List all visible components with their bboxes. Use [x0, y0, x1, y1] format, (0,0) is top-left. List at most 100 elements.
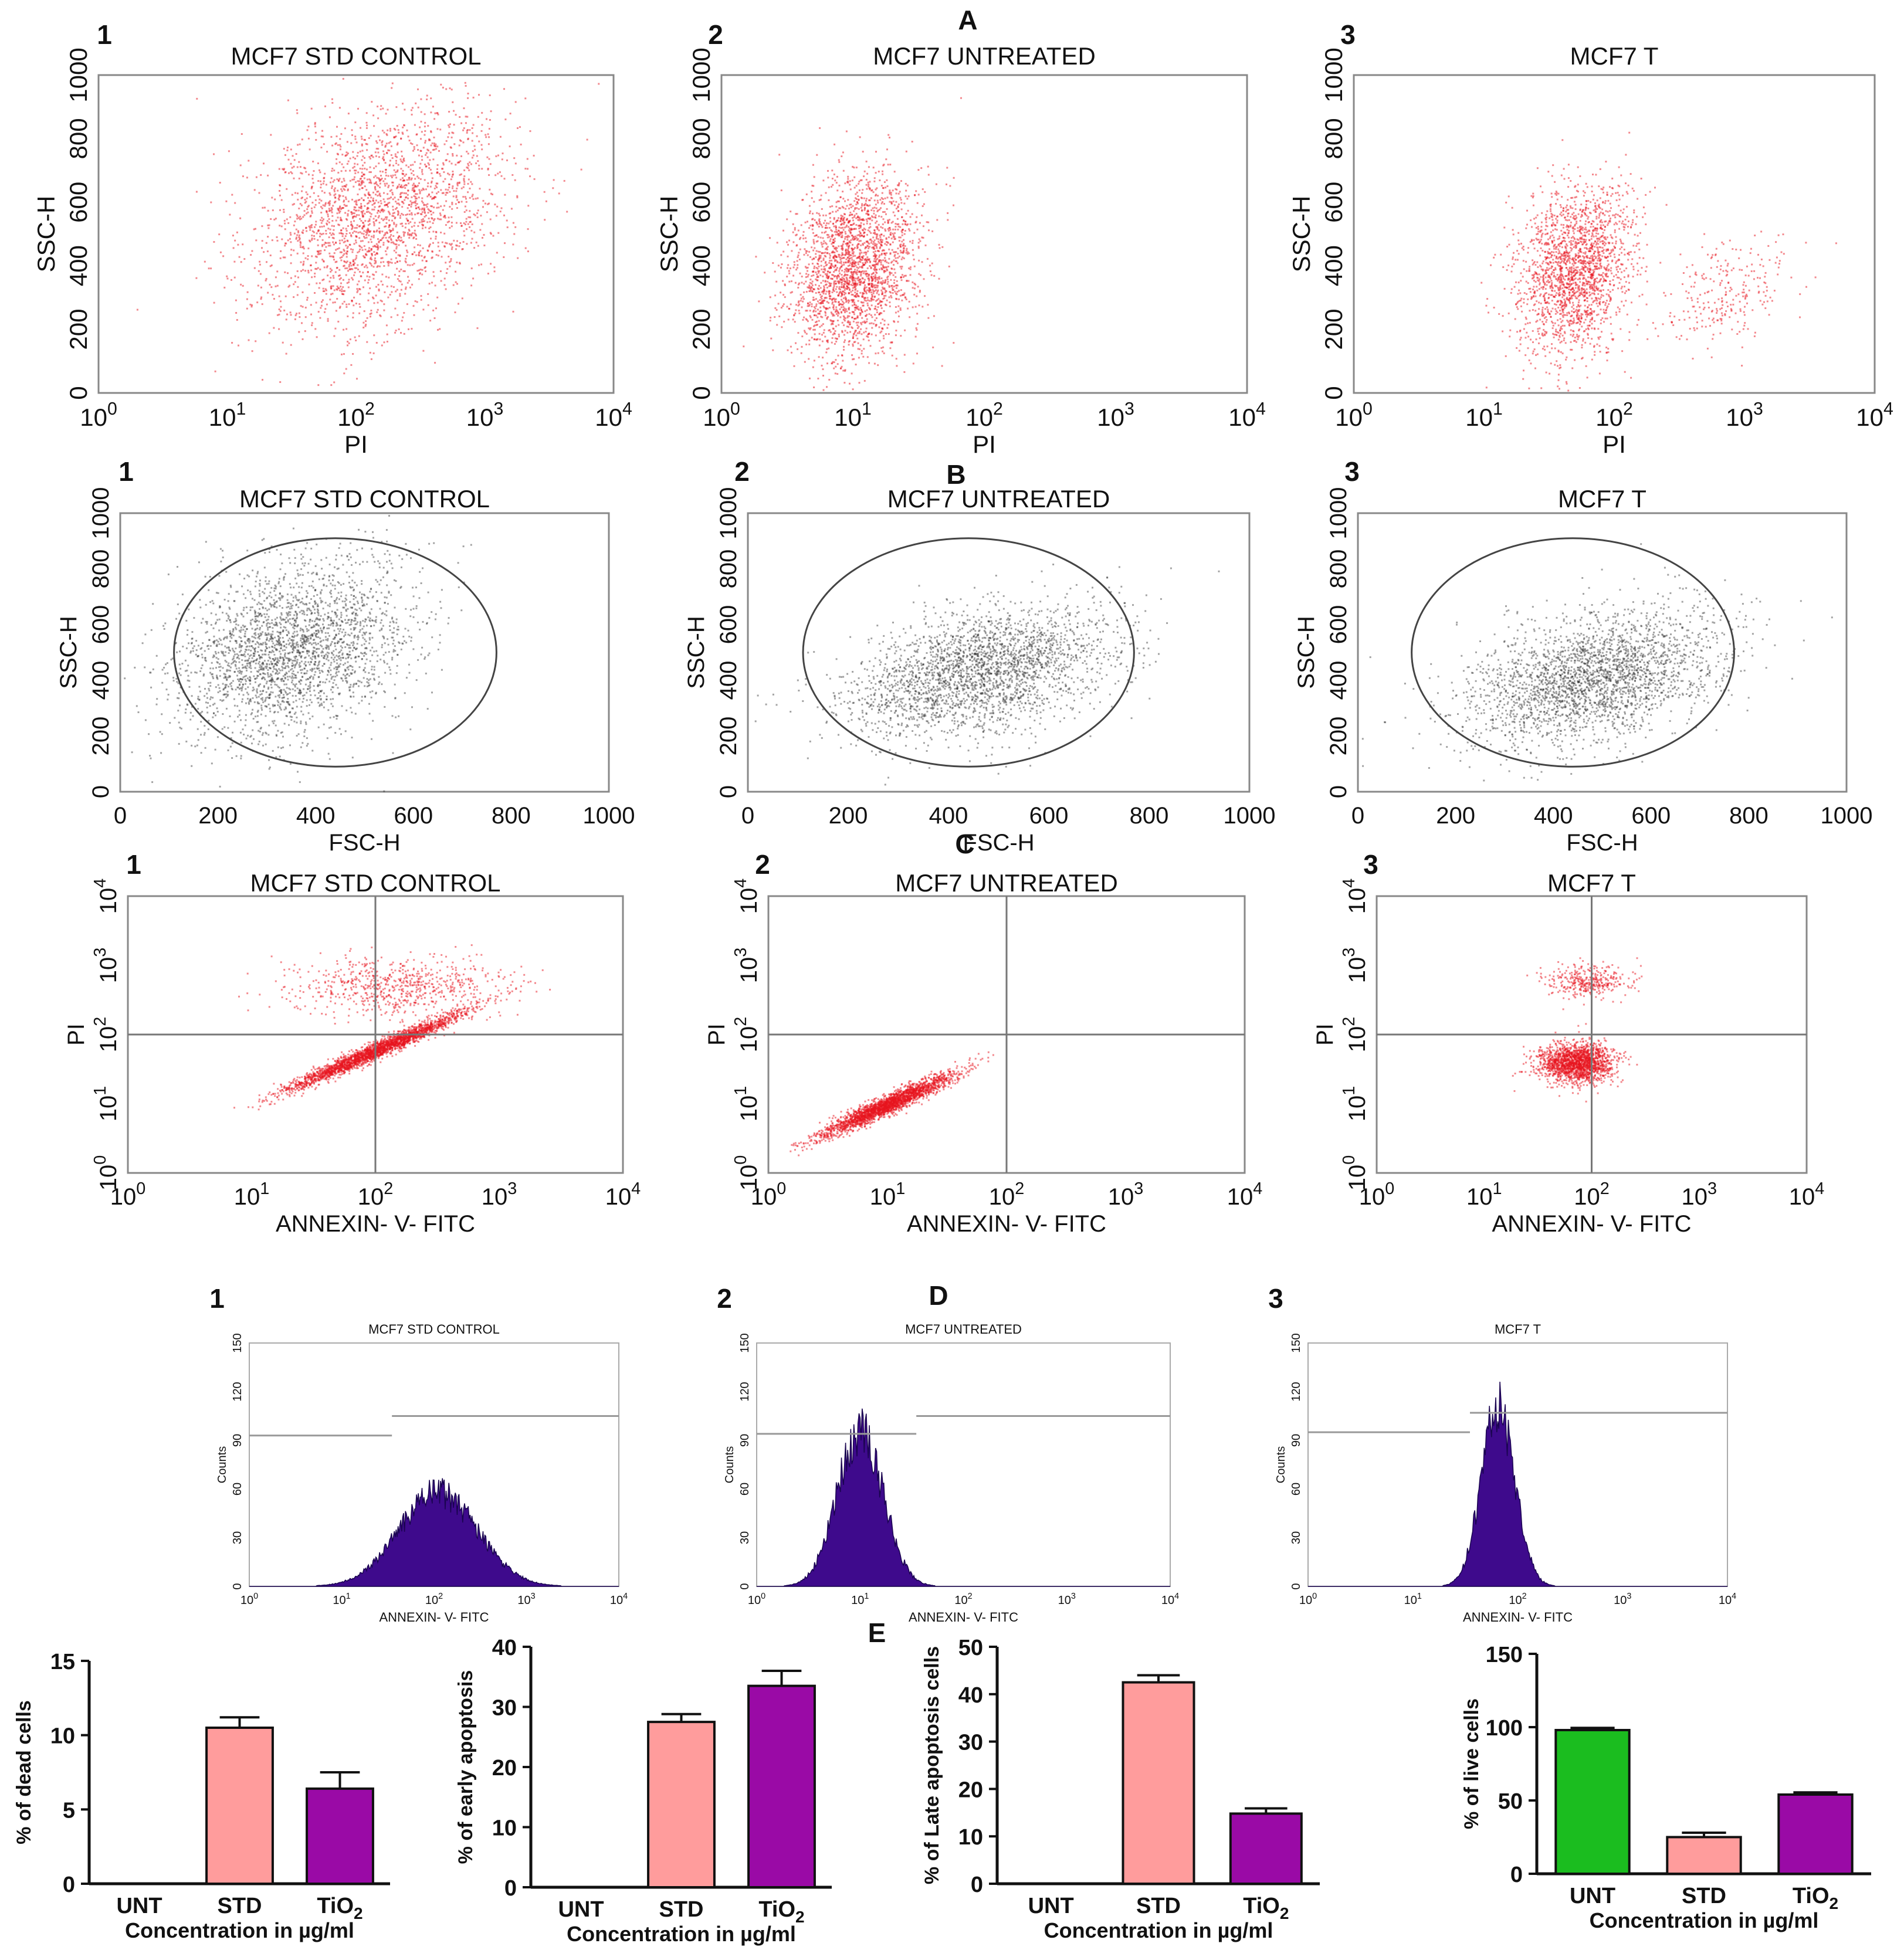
point: [389, 231, 391, 233]
point: [310, 313, 312, 316]
point: [446, 242, 448, 245]
point: [367, 282, 370, 284]
point: [860, 240, 862, 242]
point: [787, 267, 788, 269]
point: [362, 155, 364, 158]
point: [853, 228, 856, 230]
point: [801, 276, 803, 277]
point: [321, 219, 324, 222]
point: [804, 237, 807, 239]
point: [343, 178, 345, 180]
point: [311, 178, 314, 180]
point: [483, 234, 485, 236]
point: [297, 230, 299, 232]
point: [364, 237, 366, 239]
point: [359, 218, 361, 220]
point: [331, 236, 334, 239]
point: [456, 207, 458, 209]
point: [307, 247, 310, 250]
point: [375, 294, 377, 297]
point: [377, 135, 380, 138]
point: [399, 192, 402, 194]
point: [218, 233, 221, 236]
point: [815, 234, 818, 236]
point: [384, 232, 387, 234]
point: [890, 262, 892, 264]
point: [841, 274, 843, 276]
point: [875, 254, 877, 256]
point: [904, 297, 907, 299]
point: [1635, 223, 1637, 225]
point: [743, 345, 745, 348]
point: [371, 235, 373, 238]
point: [855, 294, 857, 296]
point: [822, 214, 825, 216]
point: [330, 286, 332, 288]
point: [304, 307, 307, 308]
point: [890, 202, 893, 205]
point: [912, 254, 914, 256]
point: [478, 164, 480, 167]
point: [867, 209, 869, 212]
point: [867, 218, 869, 220]
point: [821, 302, 824, 304]
point: [347, 246, 349, 248]
point: [395, 243, 398, 246]
point: [1529, 291, 1532, 293]
point: [423, 188, 425, 191]
point: [273, 298, 275, 300]
point: [337, 180, 340, 182]
point: [354, 262, 356, 264]
point: [897, 228, 899, 230]
point: [800, 224, 802, 226]
point: [431, 282, 433, 284]
point: [324, 202, 327, 204]
point: [880, 226, 882, 228]
point: [402, 242, 404, 243]
point: [880, 259, 882, 262]
point: [852, 255, 855, 257]
point: [893, 268, 896, 270]
point: [380, 261, 382, 263]
point: [443, 245, 446, 247]
point: [460, 201, 463, 203]
point: [329, 200, 331, 202]
point: [916, 313, 919, 315]
point: [398, 184, 401, 186]
panel-number: 1: [97, 19, 112, 50]
point: [361, 159, 363, 161]
point: [795, 245, 798, 247]
point: [318, 287, 320, 289]
point: [870, 294, 873, 296]
point: [307, 272, 310, 274]
point: [362, 327, 365, 328]
point: [886, 252, 888, 255]
point: [408, 209, 411, 212]
point: [360, 207, 362, 209]
point: [328, 252, 331, 255]
point: [299, 316, 301, 318]
point: [403, 160, 405, 162]
point: [320, 233, 323, 236]
point: [401, 283, 403, 286]
point: [314, 292, 316, 294]
point: [406, 232, 409, 234]
point: [413, 146, 415, 148]
point: [879, 331, 882, 334]
point: [862, 218, 865, 220]
point: [375, 155, 377, 157]
point: [363, 230, 365, 232]
point: [299, 215, 301, 218]
point: [395, 106, 398, 108]
point: [413, 189, 415, 191]
point: [832, 274, 835, 276]
point: [347, 344, 348, 347]
point: [850, 254, 852, 256]
point: [795, 269, 798, 271]
point: [868, 280, 870, 282]
point: [876, 272, 878, 274]
point: [385, 113, 387, 115]
point: [196, 97, 198, 100]
point: [877, 202, 879, 204]
point: [873, 253, 876, 255]
